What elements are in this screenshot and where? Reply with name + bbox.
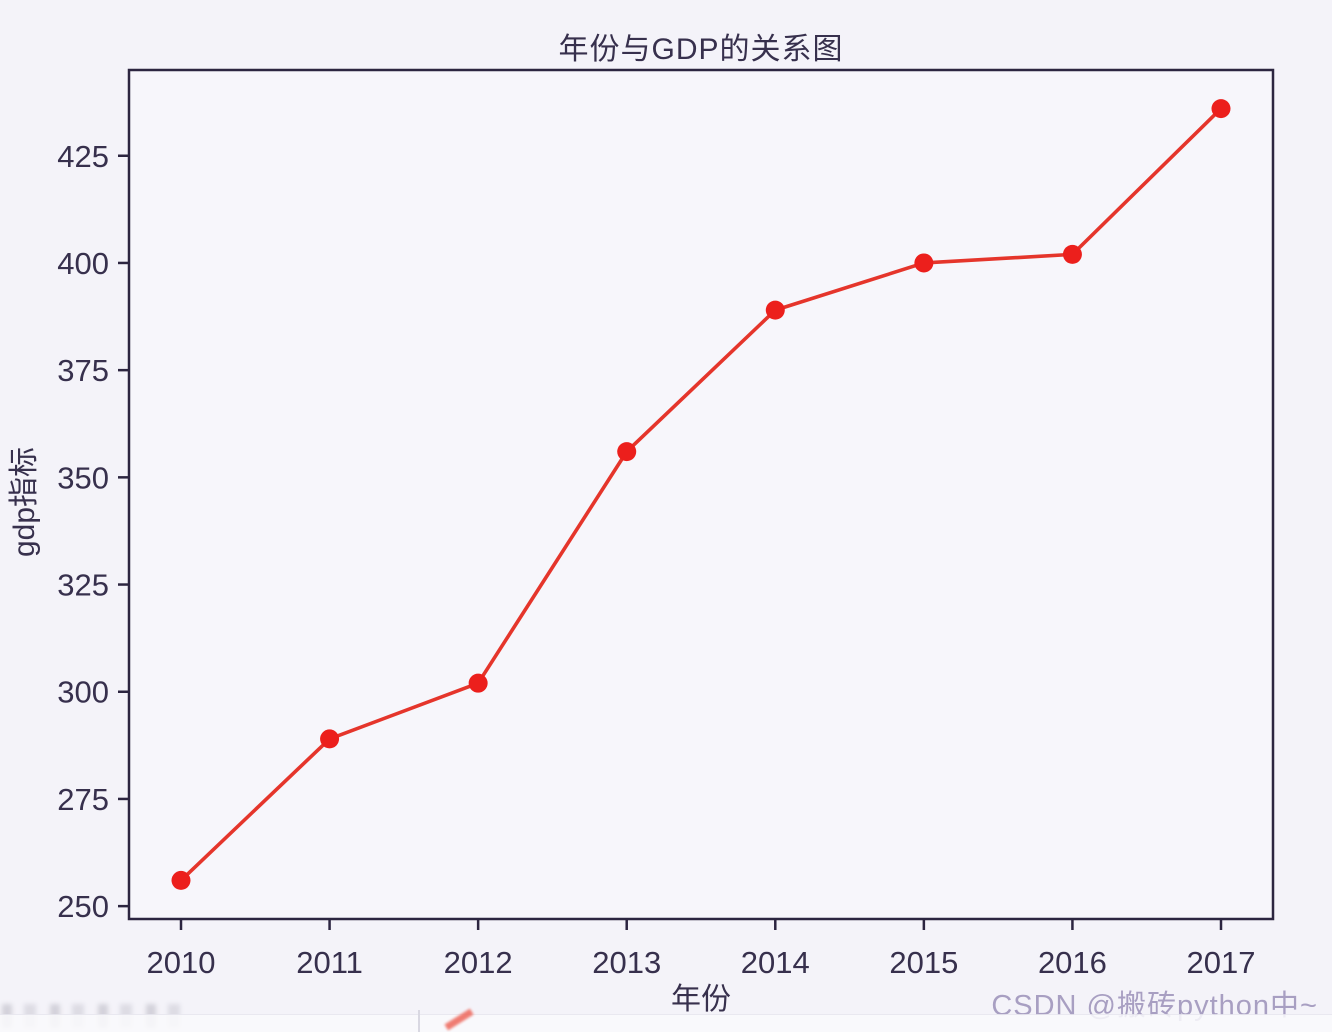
y-tick-label: 250 [57, 889, 109, 924]
plot-frame [127, 68, 1275, 921]
y-tick-label: 375 [57, 353, 109, 388]
x-tick-label: 2010 [147, 945, 216, 980]
y-tick-label: 425 [57, 139, 109, 174]
gdp-data-point [1211, 99, 1231, 119]
y-tick-label: 300 [57, 675, 109, 710]
gdp-data-point [617, 442, 637, 462]
x-tick-label: 2013 [592, 945, 661, 980]
y-tick-label: 275 [57, 782, 109, 817]
x-tick-label: 2012 [444, 945, 513, 980]
x-tick-label: 2016 [1038, 945, 1107, 980]
gdp-data-point [765, 300, 785, 320]
x-axis-label: 年份 [671, 983, 731, 1016]
y-tick-label: 350 [57, 460, 109, 495]
bottom-vline-artifact [418, 1010, 420, 1032]
y-axis-label: gdp指标 [8, 446, 41, 558]
x-tick-label: 2014 [741, 945, 810, 980]
gdp-data-point [914, 253, 934, 273]
x-tick-label: 2017 [1187, 945, 1256, 980]
gdp-data-point [320, 729, 340, 749]
x-tick-label: 2011 [296, 945, 363, 980]
gdp-data-point [171, 870, 191, 890]
gdp-line [179, 107, 1223, 882]
chart-title: 年份与GDP的关系图 [558, 33, 844, 66]
y-tick-label: 400 [57, 246, 109, 281]
gdp-data-point [1062, 244, 1082, 264]
y-tick-label: 325 [57, 568, 109, 603]
x-tick-label: 2015 [889, 945, 958, 980]
gdp-data-point [468, 673, 488, 693]
bottom-edge-band-artifact [0, 1014, 1332, 1032]
